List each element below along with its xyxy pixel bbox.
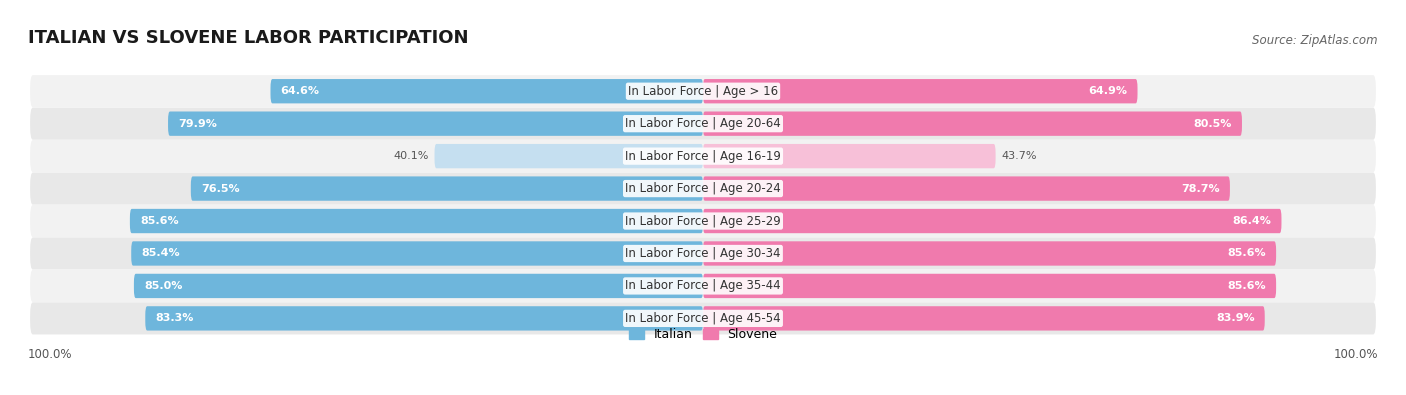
Text: 43.7%: 43.7% bbox=[1001, 151, 1036, 161]
Text: 76.5%: 76.5% bbox=[201, 184, 239, 194]
FancyBboxPatch shape bbox=[30, 107, 1376, 140]
Legend: Italian, Slovene: Italian, Slovene bbox=[628, 328, 778, 341]
Text: 80.5%: 80.5% bbox=[1194, 118, 1232, 129]
Text: In Labor Force | Age 30-34: In Labor Force | Age 30-34 bbox=[626, 247, 780, 260]
FancyBboxPatch shape bbox=[134, 274, 703, 298]
FancyBboxPatch shape bbox=[703, 144, 995, 168]
FancyBboxPatch shape bbox=[30, 140, 1376, 172]
FancyBboxPatch shape bbox=[703, 177, 1230, 201]
Text: 85.6%: 85.6% bbox=[141, 216, 179, 226]
Text: 100.0%: 100.0% bbox=[1333, 348, 1378, 361]
Text: In Labor Force | Age 35-44: In Labor Force | Age 35-44 bbox=[626, 279, 780, 292]
Text: 85.6%: 85.6% bbox=[1227, 281, 1265, 291]
FancyBboxPatch shape bbox=[129, 209, 703, 233]
FancyBboxPatch shape bbox=[703, 111, 1241, 136]
Text: ITALIAN VS SLOVENE LABOR PARTICIPATION: ITALIAN VS SLOVENE LABOR PARTICIPATION bbox=[28, 29, 468, 47]
Text: 85.0%: 85.0% bbox=[143, 281, 183, 291]
FancyBboxPatch shape bbox=[434, 144, 703, 168]
Text: 40.1%: 40.1% bbox=[394, 151, 429, 161]
Text: 64.9%: 64.9% bbox=[1088, 86, 1128, 96]
Text: 78.7%: 78.7% bbox=[1181, 184, 1220, 194]
Text: In Labor Force | Age 45-54: In Labor Force | Age 45-54 bbox=[626, 312, 780, 325]
Text: Source: ZipAtlas.com: Source: ZipAtlas.com bbox=[1253, 34, 1378, 47]
FancyBboxPatch shape bbox=[131, 241, 703, 266]
FancyBboxPatch shape bbox=[191, 177, 703, 201]
FancyBboxPatch shape bbox=[30, 237, 1376, 269]
FancyBboxPatch shape bbox=[145, 306, 703, 331]
FancyBboxPatch shape bbox=[30, 205, 1376, 237]
FancyBboxPatch shape bbox=[30, 75, 1376, 107]
Text: 100.0%: 100.0% bbox=[28, 348, 73, 361]
Text: In Labor Force | Age 20-64: In Labor Force | Age 20-64 bbox=[626, 117, 780, 130]
Text: In Labor Force | Age 16-19: In Labor Force | Age 16-19 bbox=[626, 150, 780, 163]
Text: In Labor Force | Age > 16: In Labor Force | Age > 16 bbox=[628, 85, 778, 98]
FancyBboxPatch shape bbox=[703, 241, 1277, 266]
FancyBboxPatch shape bbox=[703, 274, 1277, 298]
FancyBboxPatch shape bbox=[169, 111, 703, 136]
FancyBboxPatch shape bbox=[30, 302, 1376, 335]
Text: 83.9%: 83.9% bbox=[1216, 313, 1254, 324]
Text: 85.4%: 85.4% bbox=[141, 248, 180, 258]
Text: 79.9%: 79.9% bbox=[179, 118, 217, 129]
Text: In Labor Force | Age 25-29: In Labor Force | Age 25-29 bbox=[626, 214, 780, 228]
Text: 85.6%: 85.6% bbox=[1227, 248, 1265, 258]
Text: 86.4%: 86.4% bbox=[1233, 216, 1271, 226]
FancyBboxPatch shape bbox=[703, 209, 1281, 233]
Text: In Labor Force | Age 20-24: In Labor Force | Age 20-24 bbox=[626, 182, 780, 195]
FancyBboxPatch shape bbox=[270, 79, 703, 103]
Text: 64.6%: 64.6% bbox=[281, 86, 319, 96]
FancyBboxPatch shape bbox=[30, 173, 1376, 205]
FancyBboxPatch shape bbox=[703, 79, 1137, 103]
FancyBboxPatch shape bbox=[30, 270, 1376, 302]
Text: 83.3%: 83.3% bbox=[155, 313, 194, 324]
FancyBboxPatch shape bbox=[703, 306, 1265, 331]
